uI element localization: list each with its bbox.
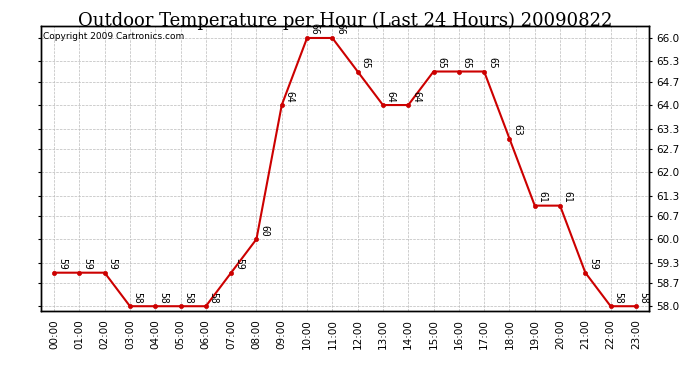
Text: 59: 59 — [57, 258, 67, 270]
Text: 59: 59 — [108, 258, 117, 270]
Text: 58: 58 — [639, 292, 649, 303]
Text: 60: 60 — [259, 225, 269, 236]
Text: 59: 59 — [82, 258, 92, 270]
Text: Outdoor Temperature per Hour (Last 24 Hours) 20090822: Outdoor Temperature per Hour (Last 24 Ho… — [78, 11, 612, 30]
Text: 64: 64 — [284, 90, 295, 102]
Text: 63: 63 — [512, 124, 522, 136]
Text: 65: 65 — [360, 57, 371, 69]
Text: 64: 64 — [411, 90, 421, 102]
Text: 65: 65 — [462, 57, 472, 69]
Text: 59: 59 — [588, 258, 598, 270]
Text: 61: 61 — [538, 191, 548, 203]
Text: 61: 61 — [563, 191, 573, 203]
Text: 58: 58 — [613, 292, 624, 303]
Text: 65: 65 — [487, 57, 497, 69]
Text: 64: 64 — [386, 90, 396, 102]
Text: 66: 66 — [310, 24, 320, 35]
Text: 58: 58 — [158, 292, 168, 303]
Text: Copyright 2009 Cartronics.com: Copyright 2009 Cartronics.com — [43, 32, 184, 41]
Text: 66: 66 — [335, 24, 345, 35]
Text: 58: 58 — [184, 292, 193, 303]
Text: 58: 58 — [132, 292, 143, 303]
Text: 58: 58 — [208, 292, 219, 303]
Text: 59: 59 — [234, 258, 244, 270]
Text: 65: 65 — [436, 57, 446, 69]
